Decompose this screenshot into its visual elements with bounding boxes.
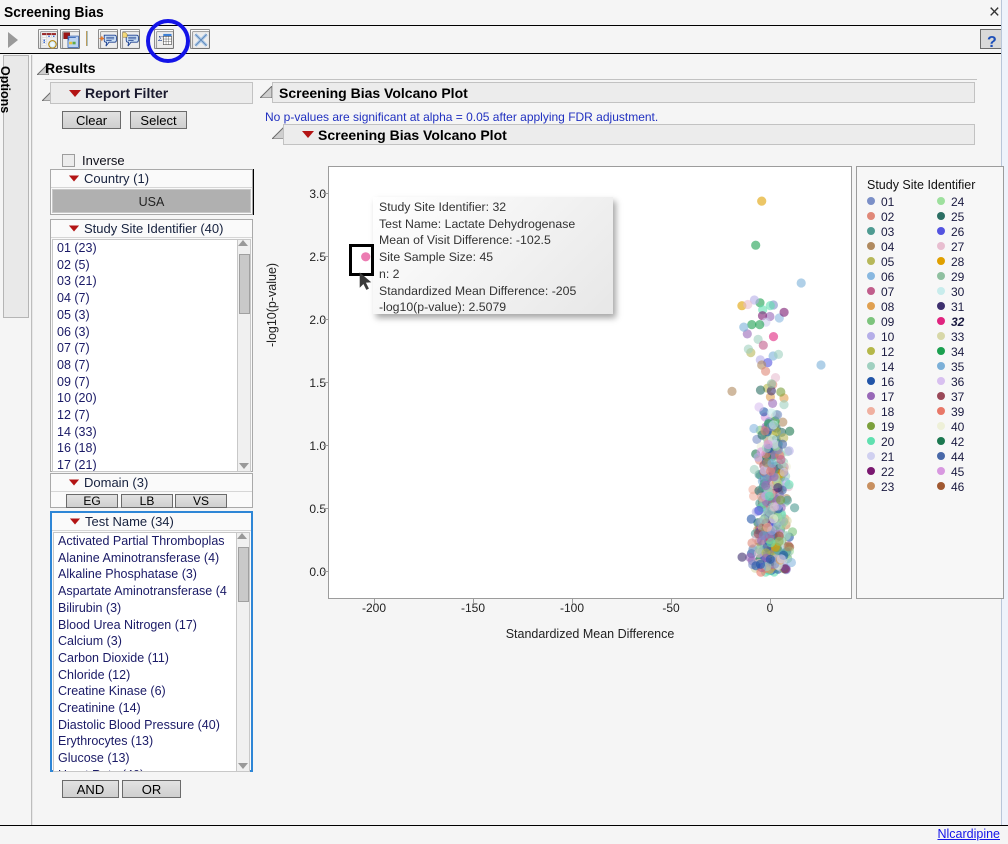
svg-text:?: ?: [987, 34, 997, 51]
